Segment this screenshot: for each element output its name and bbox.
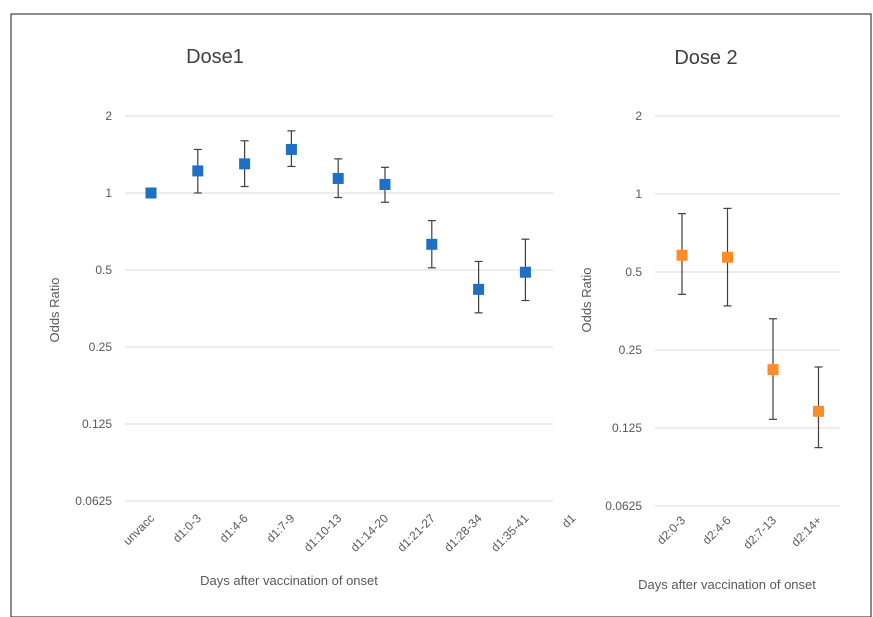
data-point-marker <box>676 249 688 261</box>
x-tick-label: d1:0-3 <box>170 511 204 545</box>
x-tick-label: d1:28-34 <box>441 511 485 555</box>
y-tick-label: 0.125 <box>82 417 112 431</box>
data-point-marker <box>332 172 344 184</box>
data-point-marker <box>473 283 485 295</box>
x-tick-label: d2:7-13 <box>740 513 779 552</box>
x-tick-label: d1:14-20 <box>348 511 392 555</box>
y-tick-label: 0.0625 <box>605 499 642 513</box>
x-tick-label: d1:4-6 <box>217 511 251 545</box>
data-point-marker <box>426 238 438 250</box>
x-tick-label: unvacc <box>120 511 157 548</box>
x-tick-label: d1:21-27 <box>395 511 439 555</box>
x-tick-label: d1:7-9 <box>264 511 298 545</box>
x-tick-label: d1:35-41 <box>488 511 532 555</box>
chart-title: Dose 2 <box>674 47 737 69</box>
x-axis-title: Days after vaccination of onset <box>200 573 378 588</box>
chart-title: Dose1 <box>186 46 244 68</box>
data-point-marker <box>722 251 733 263</box>
data-point-marker <box>285 143 297 155</box>
data-point-marker <box>767 364 779 376</box>
y-tick-label: 1 <box>635 187 642 201</box>
y-tick-label: 1 <box>105 186 112 200</box>
data-point-marker <box>192 165 204 177</box>
data-point-marker <box>379 178 391 190</box>
y-axis-title: Odds Ratio <box>47 277 62 342</box>
y-tick-label: 2 <box>635 109 642 123</box>
chart-dose2: Dose 2 Days after vaccination of onset O… <box>579 47 840 592</box>
x-tick-label: d2:4-6 <box>700 513 734 547</box>
y-tick-label: 0.25 <box>89 340 113 354</box>
data-point-marker <box>145 187 157 199</box>
x-tick-label: d1:10-13 <box>301 511 345 555</box>
x-tick-label: d2:0-3 <box>654 513 688 547</box>
x-axis-title: Days after vaccination of onset <box>638 577 816 592</box>
x-tick-label: d1 <box>559 511 579 531</box>
data-point-marker <box>519 266 531 278</box>
chart-dose1: Dose1 Days after vaccination of onset Od… <box>47 46 579 588</box>
data-point-marker <box>239 158 251 170</box>
y-axis-title: Odds Ratio <box>579 267 594 332</box>
y-tick-label: 0.125 <box>612 421 642 435</box>
data-point-marker <box>813 405 824 417</box>
y-tick-label: 0.5 <box>625 265 642 279</box>
figure-frame <box>10 13 872 617</box>
y-tick-label: 0.0625 <box>75 494 112 508</box>
x-tick-label: d2:14+ <box>789 513 825 549</box>
y-tick-label: 0.5 <box>95 263 112 277</box>
y-tick-label: 0.25 <box>619 343 643 357</box>
y-tick-label: 2 <box>105 109 112 123</box>
